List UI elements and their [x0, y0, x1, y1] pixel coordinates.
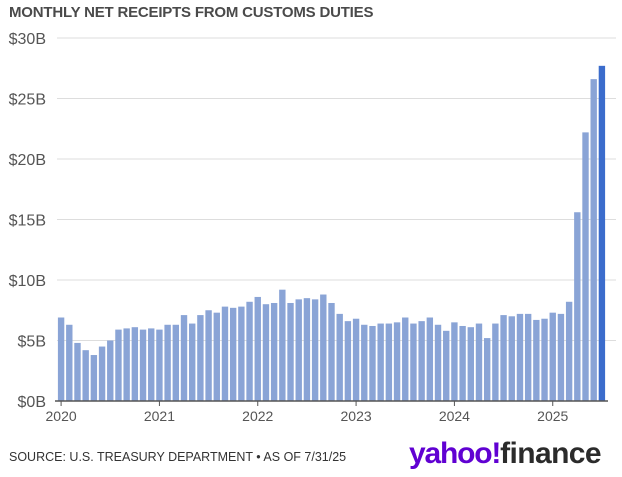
bar-2024-11: [533, 319, 540, 401]
bar-2021-05: [189, 323, 196, 401]
bar-2022-07: [303, 298, 311, 401]
y-tick-label: $15B: [9, 213, 46, 230]
x-tick-label: 2025: [537, 408, 568, 424]
bar-2025-02: [557, 313, 565, 401]
bar-2023-01: [352, 318, 360, 401]
bar-2023-03: [369, 325, 376, 401]
x-tick-label: 2023: [341, 408, 372, 424]
bars: [57, 65, 606, 401]
bar-2022-08: [311, 299, 319, 401]
source-note: SOURCE: U.S. TREASURY DEPARTMENT • AS OF…: [9, 450, 347, 464]
bar-2025-03: [565, 301, 573, 401]
bar-2020-10: [131, 327, 139, 401]
bar-2021-12: [246, 301, 253, 401]
y-tick-label: $30B: [9, 31, 46, 48]
bar-2020-07: [107, 340, 114, 401]
tick-labels: $0B $5B $10B $15B $20B $25B $30B 2020 2021 2022 20…: [9, 31, 569, 424]
logo-word-finance: finance: [500, 437, 601, 470]
bar-2024-03: [467, 327, 474, 401]
bar-2020-09: [123, 328, 130, 401]
axes: [55, 400, 608, 406]
bar-2024-12: [541, 318, 548, 401]
y-tick-label: $0B: [18, 394, 46, 411]
gridlines: [57, 37, 616, 341]
bar-2023-09: [418, 321, 425, 401]
y-tick-label: $20B: [9, 152, 46, 169]
bar-2020-05: [90, 355, 98, 401]
bar-2024-02: [459, 325, 466, 401]
bar-2023-05: [385, 323, 393, 401]
bar-2020-06: [98, 346, 106, 401]
bar-2023-04: [377, 323, 384, 401]
bar-2022-05: [287, 302, 294, 401]
bar-2024-10: [524, 313, 532, 401]
x-tick-label: 2024: [439, 408, 470, 424]
chart-title: MONTHLY NET RECEIPTS FROM CUSTOMS DUTIES: [9, 4, 374, 21]
bar-2021-08: [213, 312, 220, 401]
bar-2021-03: [172, 324, 180, 401]
yahoo-finance-logo: yahoo!finance: [409, 436, 602, 472]
bar-2024-08: [508, 316, 515, 401]
logo-word-yahoo: yahoo!: [409, 437, 501, 470]
bar-2020-08: [115, 329, 122, 401]
y-tick-label: $5B: [18, 334, 46, 351]
bar-2021-07: [205, 310, 212, 401]
bar-2020-01: [57, 317, 65, 401]
bar-2023-06: [393, 322, 401, 401]
bar-2023-08: [410, 323, 417, 401]
y-tick-label: $10B: [9, 273, 46, 290]
bar-2024-09: [516, 313, 524, 401]
bar-2022-12: [344, 321, 352, 401]
bar-2020-12: [148, 328, 155, 401]
x-tick-label: 2021: [144, 408, 175, 424]
bar-2025-05: [582, 132, 589, 401]
bar-2021-11: [238, 306, 245, 401]
bar-2020-04: [82, 350, 89, 401]
y-tick-label: $25B: [9, 92, 46, 109]
bar-2022-11: [336, 313, 343, 401]
bar-2025-07: [598, 65, 606, 401]
x-tick-label: 2022: [242, 408, 273, 424]
bar-2021-01: [156, 329, 163, 401]
bar-2021-02: [164, 324, 171, 401]
bar-2020-11: [139, 329, 147, 401]
bar-2022-04: [279, 289, 286, 401]
bar-2024-04: [475, 323, 483, 401]
bar-2025-04: [574, 212, 581, 401]
x-tick-label: 2020: [46, 408, 77, 424]
bar-2021-06: [197, 315, 204, 401]
bar-2021-09: [221, 306, 229, 401]
bar-2020-03: [74, 342, 81, 401]
bar-2023-10: [426, 317, 434, 401]
bar-2023-07: [402, 317, 409, 401]
bar-2020-02: [66, 324, 73, 401]
bar-2023-11: [434, 324, 442, 401]
bar-2024-06: [492, 323, 499, 401]
bar-2024-07: [500, 315, 507, 401]
bar-2022-10: [328, 302, 335, 401]
bar-2024-01: [451, 322, 458, 401]
bar-2024-05: [483, 338, 491, 401]
bar-2021-04: [180, 315, 188, 401]
bar-2022-06: [295, 299, 302, 401]
bar-2022-09: [320, 294, 327, 401]
bar-2023-02: [361, 324, 368, 401]
bar-2022-02: [262, 304, 270, 401]
bar-2023-12: [443, 330, 450, 401]
bar-2022-01: [254, 296, 261, 401]
bar-2021-10: [229, 307, 237, 401]
bar-2025-01: [549, 312, 556, 401]
bar-2025-06: [590, 79, 597, 401]
bar-2022-03: [270, 302, 278, 401]
